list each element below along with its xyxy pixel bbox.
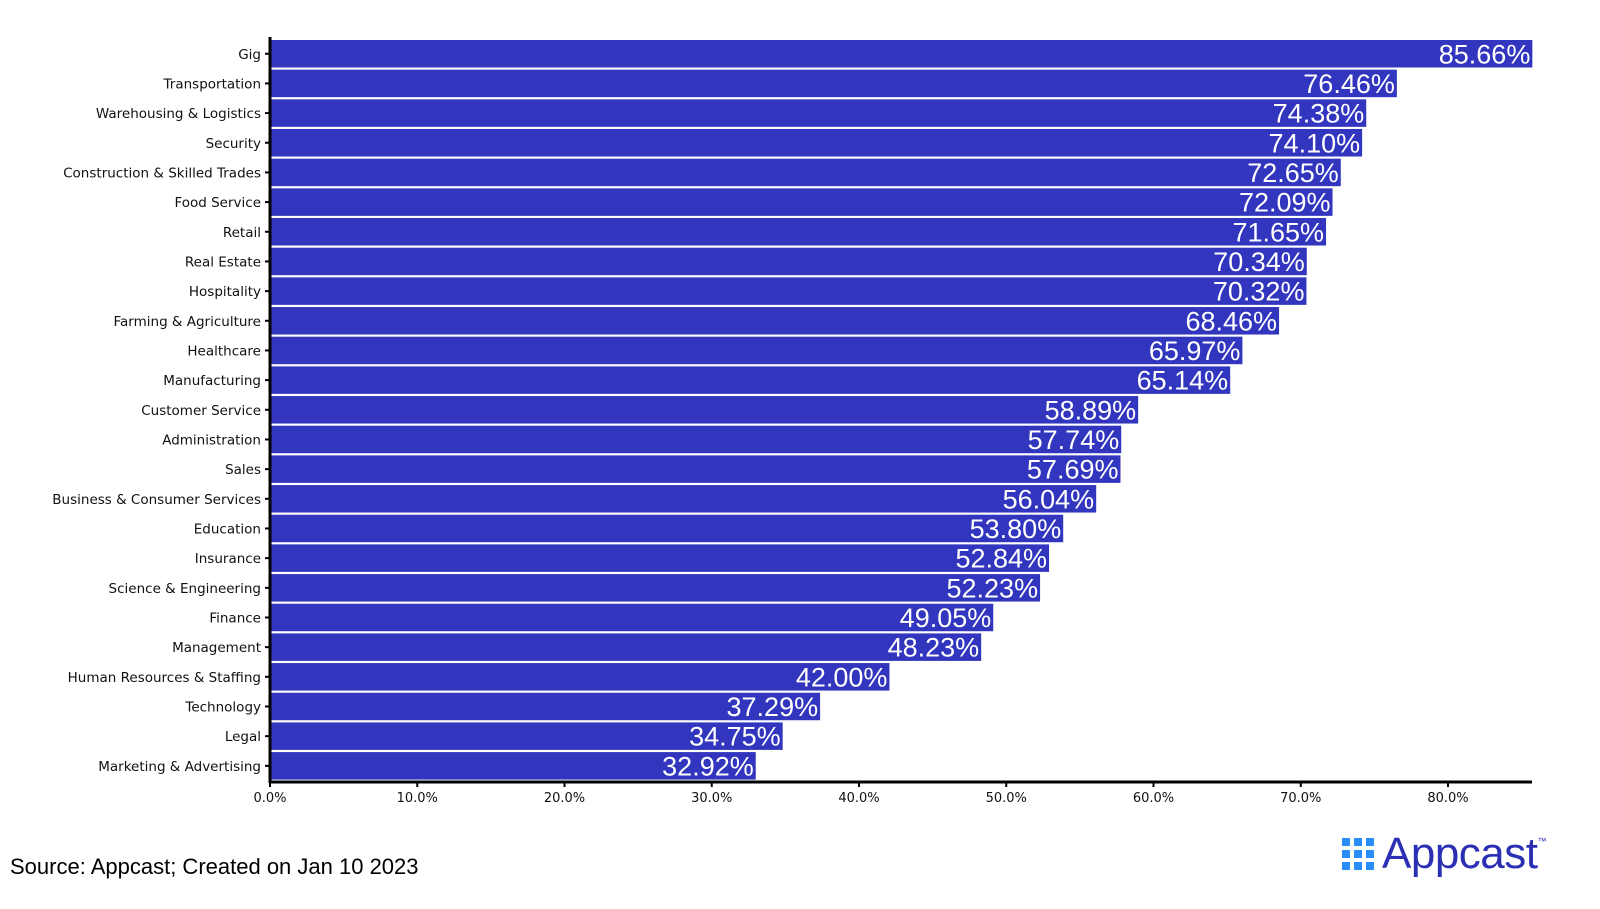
category-label: Security bbox=[206, 136, 261, 152]
category-label: Human Resources & Staffing bbox=[68, 670, 261, 686]
data-label: 42.00% bbox=[796, 662, 888, 692]
bar bbox=[271, 307, 1280, 335]
category-label: Hospitality bbox=[189, 284, 261, 300]
category-label: Science & Engineering bbox=[109, 581, 261, 597]
category-label: Insurance bbox=[195, 551, 261, 567]
category-label: Real Estate bbox=[185, 254, 261, 270]
data-label: 85.66% bbox=[1439, 39, 1531, 69]
bar bbox=[271, 574, 1041, 602]
data-label: 74.10% bbox=[1269, 128, 1361, 158]
x-tick-label: 50.0% bbox=[986, 791, 1027, 806]
category-label: Manufacturing bbox=[163, 373, 261, 389]
x-tick-label: 20.0% bbox=[544, 791, 585, 806]
category-label: Gig bbox=[238, 47, 261, 63]
data-label: 56.04% bbox=[1003, 484, 1095, 514]
data-label: 37.29% bbox=[727, 692, 819, 722]
category-label: Legal bbox=[225, 729, 261, 745]
bar bbox=[271, 603, 994, 632]
bar bbox=[271, 247, 1307, 276]
bar bbox=[271, 218, 1327, 246]
category-label: Healthcare bbox=[187, 343, 261, 359]
bar bbox=[271, 366, 1231, 394]
category-label: Construction & Skilled Trades bbox=[63, 165, 261, 181]
category-label: Warehousing & Logistics bbox=[96, 106, 261, 122]
bar bbox=[271, 158, 1341, 187]
x-tick-label: 10.0% bbox=[397, 791, 438, 806]
bar bbox=[271, 40, 1533, 68]
data-label: 70.32% bbox=[1213, 277, 1305, 307]
data-label: 74.38% bbox=[1273, 99, 1365, 129]
data-label: 72.09% bbox=[1239, 188, 1331, 218]
bar bbox=[271, 455, 1121, 483]
appcast-logo: Appcast ™ bbox=[1342, 832, 1546, 876]
data-label: 49.05% bbox=[900, 603, 992, 633]
logo-grid-icon bbox=[1342, 838, 1374, 870]
category-label: Education bbox=[194, 521, 261, 537]
category-label: Food Service bbox=[174, 195, 261, 211]
category-label: Transportation bbox=[163, 76, 261, 92]
data-label: 70.34% bbox=[1213, 247, 1305, 277]
data-label: 52.23% bbox=[947, 573, 1039, 603]
data-label: 48.23% bbox=[888, 633, 980, 663]
x-tick-label: 70.0% bbox=[1280, 791, 1321, 806]
category-label: Sales bbox=[225, 462, 261, 478]
bar bbox=[271, 69, 1397, 98]
category-label: Retail bbox=[223, 225, 261, 241]
bar bbox=[271, 188, 1333, 216]
source-note: Source: Appcast; Created on Jan 10 2023 bbox=[10, 854, 419, 879]
logo-text: Appcast bbox=[1382, 829, 1538, 878]
category-label: Customer Service bbox=[141, 403, 261, 419]
bar bbox=[271, 277, 1307, 305]
bar bbox=[271, 544, 1050, 572]
logo-trademark: ™ bbox=[1537, 836, 1547, 846]
category-label: Administration bbox=[162, 432, 261, 448]
data-label: 57.69% bbox=[1027, 455, 1119, 485]
x-tick-label: 40.0% bbox=[838, 791, 879, 806]
category-label: Marketing & Advertising bbox=[98, 759, 261, 775]
data-label: 65.97% bbox=[1149, 336, 1241, 366]
data-label: 68.46% bbox=[1185, 306, 1277, 336]
data-label: 71.65% bbox=[1232, 217, 1324, 247]
x-tick-label: 60.0% bbox=[1133, 791, 1174, 806]
category-label: Farming & Agriculture bbox=[114, 314, 262, 330]
data-label: 76.46% bbox=[1303, 69, 1395, 99]
data-label: 52.84% bbox=[955, 544, 1047, 574]
bar bbox=[271, 485, 1097, 513]
bar bbox=[271, 722, 783, 750]
bar bbox=[271, 396, 1139, 424]
category-label: Finance bbox=[209, 610, 261, 626]
data-label: 58.89% bbox=[1045, 395, 1137, 425]
category-label: Management bbox=[172, 640, 261, 656]
bar bbox=[271, 129, 1363, 157]
data-label: 57.74% bbox=[1028, 425, 1120, 455]
x-tick-label: 30.0% bbox=[691, 791, 732, 806]
bar bbox=[271, 752, 756, 780]
x-tick-label: 0.0% bbox=[253, 791, 286, 806]
bar bbox=[271, 663, 890, 691]
bar bbox=[271, 425, 1122, 454]
bar bbox=[271, 336, 1243, 365]
bar bbox=[271, 692, 821, 721]
bar bbox=[271, 633, 982, 661]
data-label: 65.14% bbox=[1137, 366, 1229, 396]
data-label: 53.80% bbox=[970, 514, 1062, 544]
x-tick-label: 80.0% bbox=[1427, 791, 1468, 806]
data-label: 34.75% bbox=[689, 722, 781, 752]
bar bbox=[271, 99, 1367, 127]
category-label: Business & Consumer Services bbox=[52, 492, 261, 508]
data-label: 72.65% bbox=[1247, 158, 1339, 188]
bar bbox=[271, 514, 1064, 543]
data-label: 32.92% bbox=[662, 751, 754, 781]
category-label: Technology bbox=[184, 699, 261, 715]
